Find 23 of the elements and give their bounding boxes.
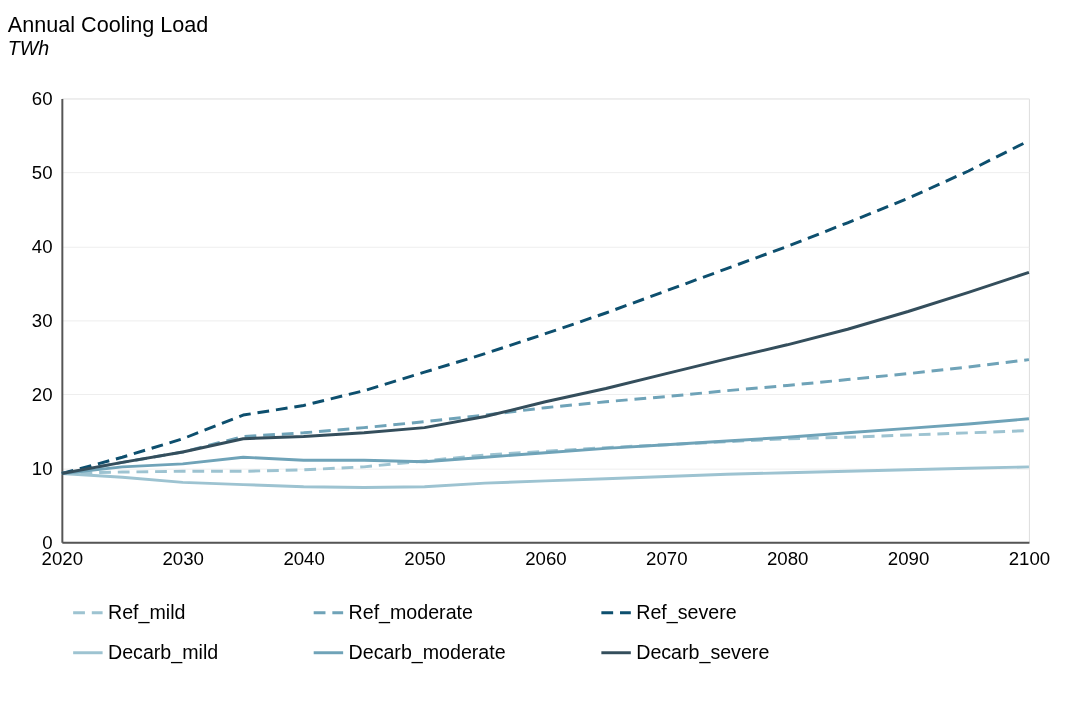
legend-label: Decarb_severe (636, 640, 770, 664)
y-tick-label: 40 (31, 235, 53, 257)
x-tick-label: 2050 (404, 548, 446, 570)
line-series (60, 270, 1031, 475)
y-tick-label: 10 (31, 457, 53, 479)
x-tick-label: 2060 (525, 548, 567, 570)
x-tick-label: 2030 (162, 548, 204, 570)
legend-label: Ref_mild (108, 600, 186, 624)
legend-label: Ref_severe (636, 600, 737, 624)
y-tick-label: 50 (31, 161, 53, 183)
legend-label: Ref_moderate (348, 600, 473, 624)
x-tick-label: 2070 (646, 548, 688, 570)
legend-label: Decarb_mild (108, 640, 219, 664)
x-tick-label: 2040 (283, 548, 325, 570)
chart-title: Annual Cooling Load (7, 11, 209, 37)
legend-label: Decarb_moderate (348, 640, 506, 664)
chart-subtitle: TWh (7, 37, 50, 60)
x-tick-label: 2090 (887, 548, 930, 570)
x-tick-label: 2100 (1008, 548, 1051, 570)
y-tick-label: 30 (31, 309, 53, 331)
y-tick-label: 60 (31, 87, 53, 109)
y-tick-label: 20 (31, 383, 53, 405)
x-tick-label: 2080 (766, 548, 809, 570)
